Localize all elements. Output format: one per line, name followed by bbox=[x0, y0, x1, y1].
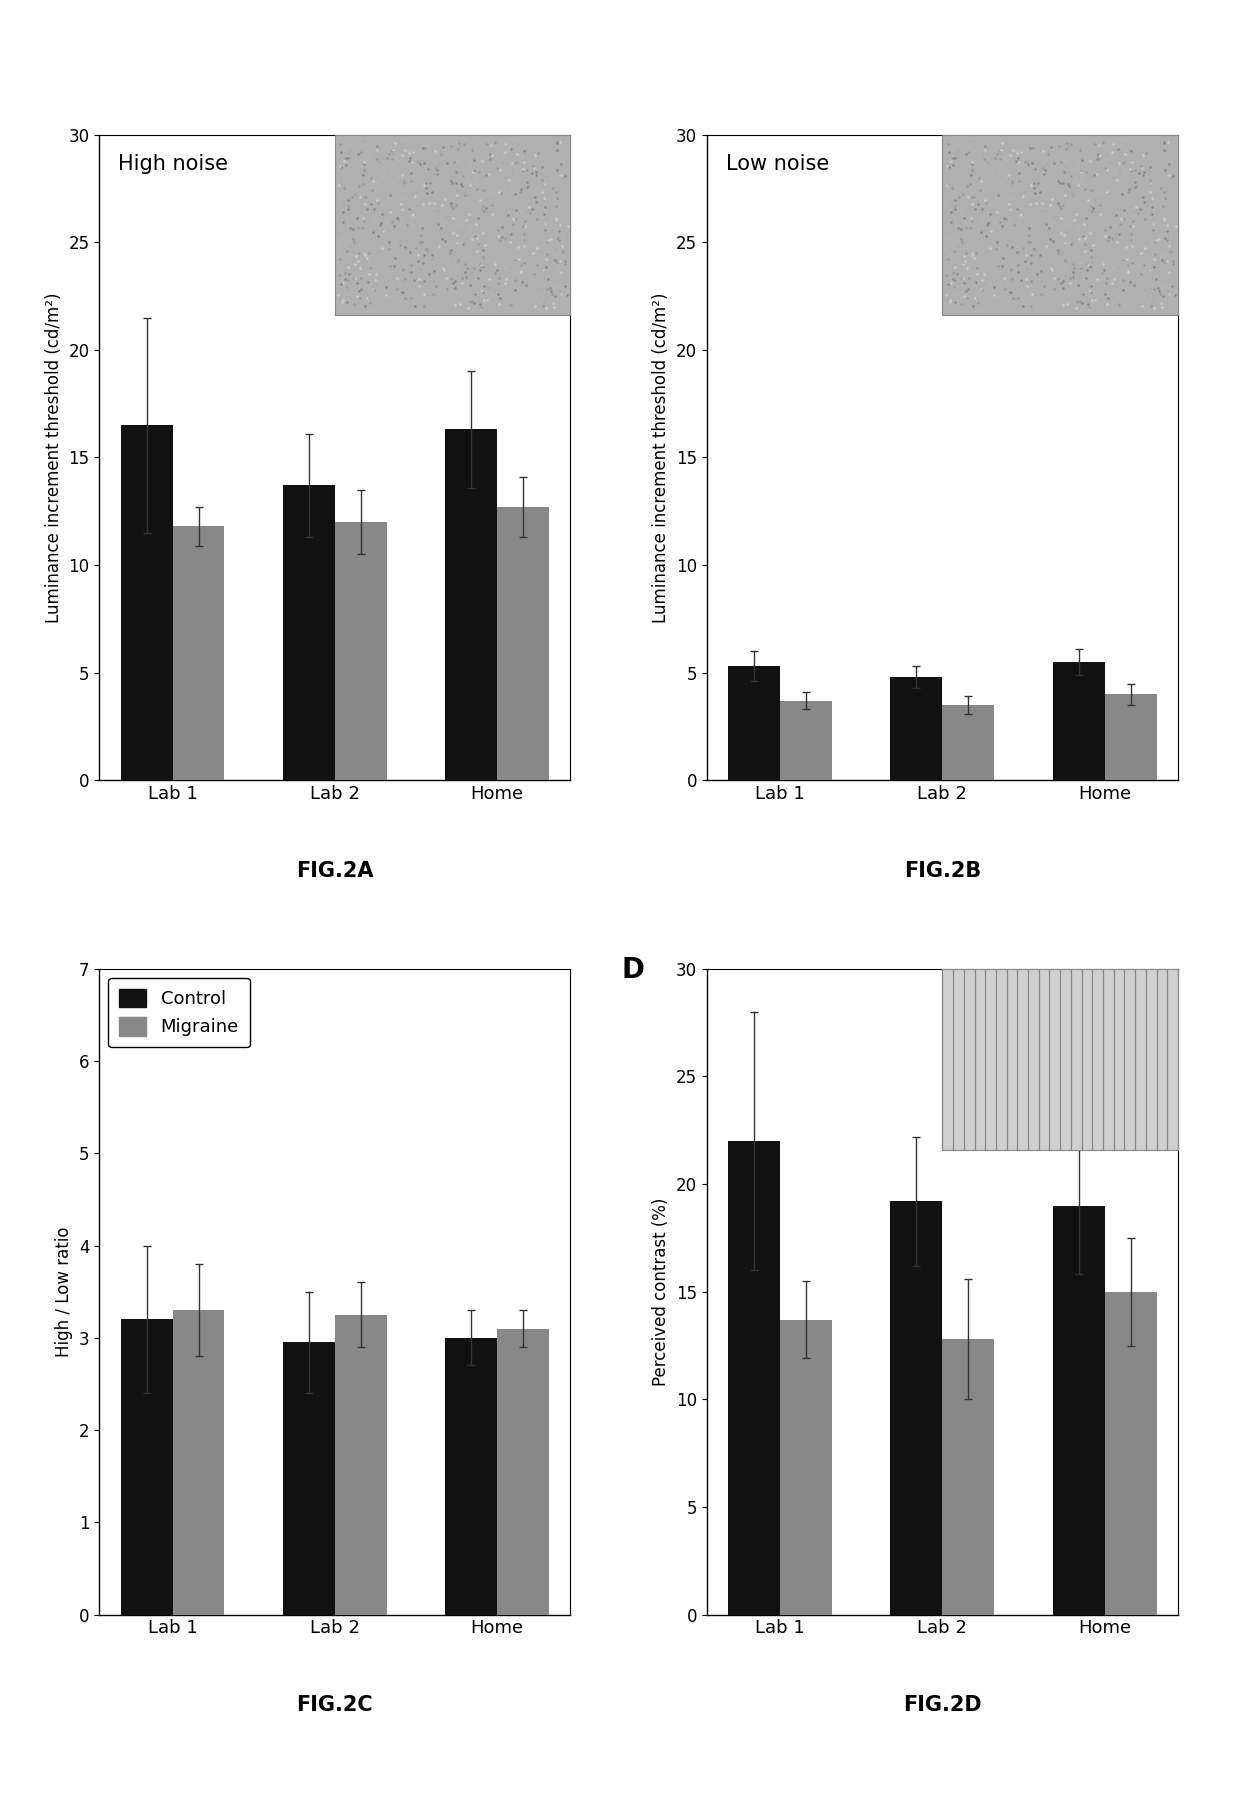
Y-axis label: High / Low ratio: High / Low ratio bbox=[56, 1227, 73, 1356]
Text: FIG.2D: FIG.2D bbox=[903, 1695, 982, 1715]
Legend: Control, Migraine: Control, Migraine bbox=[108, 978, 249, 1048]
Text: FIG.2B: FIG.2B bbox=[904, 861, 981, 881]
Bar bbox=[120, 1319, 172, 1615]
Bar bbox=[728, 666, 780, 780]
Bar bbox=[283, 1342, 335, 1615]
Bar bbox=[335, 522, 387, 780]
Bar bbox=[1053, 1206, 1105, 1615]
Bar bbox=[780, 1320, 832, 1615]
Bar bbox=[942, 705, 994, 780]
Text: D: D bbox=[622, 956, 645, 983]
Bar bbox=[1105, 1292, 1157, 1615]
Bar bbox=[942, 135, 1178, 316]
Y-axis label: Luminance increment threshold (cd/m²): Luminance increment threshold (cd/m²) bbox=[652, 292, 671, 623]
Y-axis label: Luminance increment threshold (cd/m²): Luminance increment threshold (cd/m²) bbox=[45, 292, 63, 623]
Bar bbox=[497, 1329, 549, 1615]
Bar bbox=[728, 1141, 780, 1615]
Text: High noise: High noise bbox=[118, 154, 228, 174]
Bar bbox=[497, 508, 549, 780]
Bar bbox=[942, 969, 1178, 1150]
Bar bbox=[445, 429, 497, 780]
Bar bbox=[890, 676, 942, 780]
Bar bbox=[283, 486, 335, 780]
Bar bbox=[172, 526, 224, 780]
Bar bbox=[335, 135, 570, 316]
Bar bbox=[942, 1338, 994, 1615]
Y-axis label: Perceived contrast (%): Perceived contrast (%) bbox=[652, 1197, 671, 1387]
Text: FIG.2A: FIG.2A bbox=[296, 861, 373, 881]
Bar bbox=[780, 701, 832, 780]
Text: Low noise: Low noise bbox=[725, 154, 828, 174]
Text: FIG.2C: FIG.2C bbox=[296, 1695, 373, 1715]
Bar bbox=[172, 1310, 224, 1615]
Bar bbox=[120, 425, 172, 780]
Bar bbox=[1053, 662, 1105, 780]
Bar bbox=[1105, 694, 1157, 780]
Bar bbox=[335, 1315, 387, 1615]
Bar bbox=[890, 1202, 942, 1615]
Bar bbox=[445, 1338, 497, 1615]
